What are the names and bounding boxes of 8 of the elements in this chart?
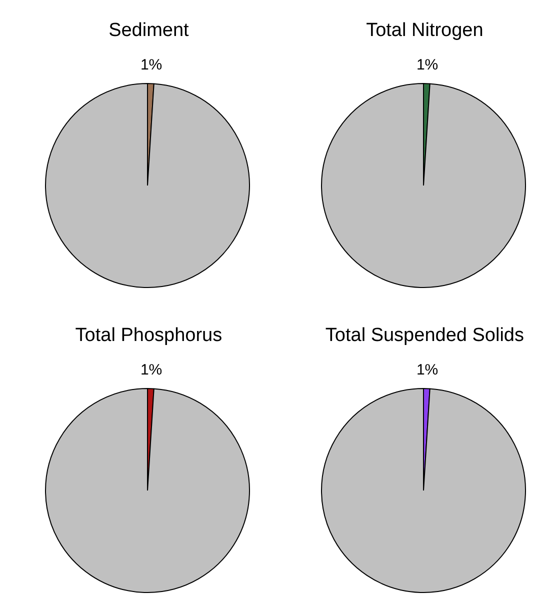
data-label: 1% xyxy=(416,56,438,74)
chart-title: Total Suspended Solids xyxy=(325,325,524,346)
chart-title: Sediment xyxy=(108,20,190,41)
chart-title: Total Phosphorus xyxy=(75,325,222,346)
data-label: 1% xyxy=(140,56,162,74)
data-label: 1% xyxy=(416,362,438,379)
data-label: 1% xyxy=(140,362,162,379)
chart-title: Total Nitrogen xyxy=(366,20,484,41)
